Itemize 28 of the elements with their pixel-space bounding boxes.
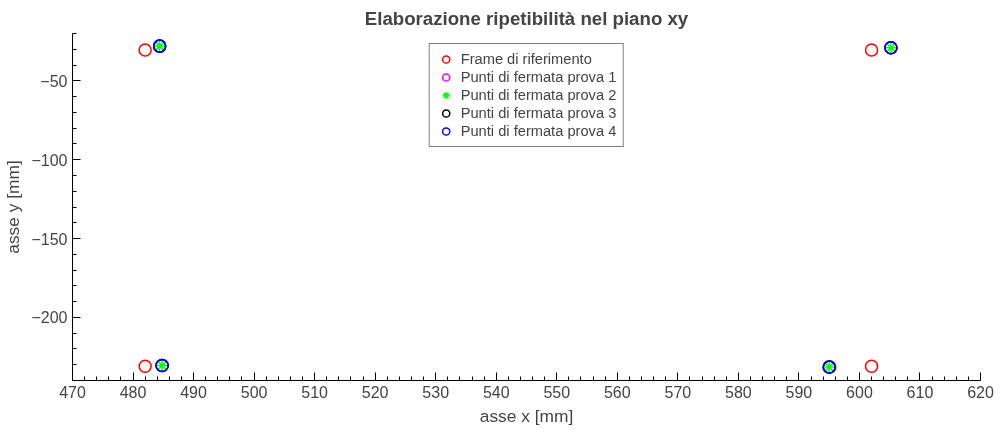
x-tick-label: 570 [664,383,692,401]
x-tick-label: 540 [482,383,510,401]
legend-label: Punti di fermata prova 4 [460,122,617,140]
legend-label: Punti di fermata prova 1 [460,68,617,86]
x-tick-label: 580 [725,383,752,401]
x-tick-label: 530 [422,383,450,401]
y-tick-label: −200 [31,309,68,327]
x-tick-label: 610 [906,383,934,401]
y-tick-label: −100 [31,151,68,169]
x-tick-label: 520 [361,383,389,401]
legend-label: Punti di fermata prova 3 [460,104,617,122]
chart-title: Elaborazione ripetibilità nel piano xy [364,7,689,29]
x-tick-label: 480 [119,383,147,401]
x-tick-label: 550 [543,383,571,401]
x-axis-title: asse x [mm] [479,405,574,426]
x-tick-label: 560 [603,383,631,401]
x-tick-label: 620 [967,383,994,401]
x-tick-label: 600 [846,383,873,401]
y-axis-title: asse y [mm] [3,160,24,254]
x-tick-label: 590 [785,383,813,401]
y-tick-label: −150 [31,230,68,248]
legend-label: Frame di riferimento [460,50,592,68]
x-tick-label: 470 [59,383,86,401]
x-tick-label: 490 [180,383,208,401]
x-tick-label: 500 [240,383,268,401]
y-tick-label: −50 [40,72,68,90]
legend-label: Punti di fermata prova 2 [460,86,617,104]
x-tick-label: 510 [301,383,329,401]
